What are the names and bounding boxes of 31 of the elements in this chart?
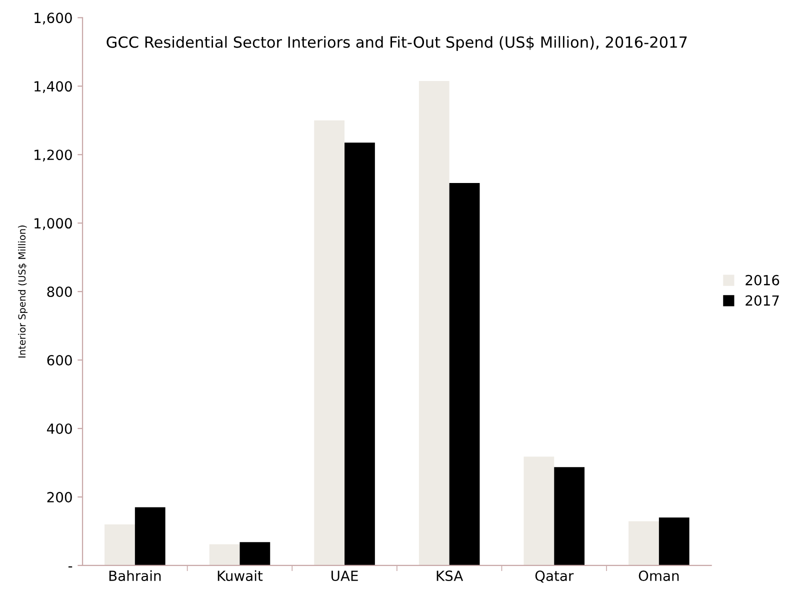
bar (658, 518, 690, 566)
y-tick-label: 800 (47, 286, 72, 298)
bar (628, 521, 659, 566)
bar (554, 467, 585, 566)
x-tick-label: Oman (638, 570, 679, 582)
legend-label: 2016 (746, 274, 780, 286)
x-tick-label: KSA (436, 570, 464, 582)
x-tick-label: Kuwait (218, 570, 263, 582)
bar (418, 81, 450, 566)
y-tick-label: 1,400 (34, 81, 72, 94)
bar (314, 120, 345, 566)
y-tick-label: - (68, 566, 72, 568)
y-tick-label: 200 (47, 492, 72, 502)
y-axis-title: Interior Spend (US$ Million) (18, 226, 28, 358)
bar (344, 142, 375, 566)
x-tick-label: UAE (332, 570, 358, 582)
x-tick-label: Qatar (535, 570, 574, 583)
y-tick-label: 1,200 (34, 150, 72, 162)
bar (134, 507, 166, 566)
bar (209, 544, 240, 566)
y-tick-label: 1,000 (34, 218, 72, 230)
y-tick-label: 400 (46, 423, 72, 434)
x-tick-label: Bahrain (109, 570, 161, 582)
bar (449, 183, 480, 566)
text: GCC Residential Sector Interiors and Fit-Out Spend (US$ Million), 2016-2017 (106, 36, 687, 51)
y-tick-label: 1,600 (34, 12, 72, 25)
bar (524, 456, 554, 566)
bar (104, 524, 135, 566)
y-tick-label: 600 (47, 354, 72, 366)
legend-label: 2017 (746, 295, 779, 306)
bar (240, 542, 270, 566)
